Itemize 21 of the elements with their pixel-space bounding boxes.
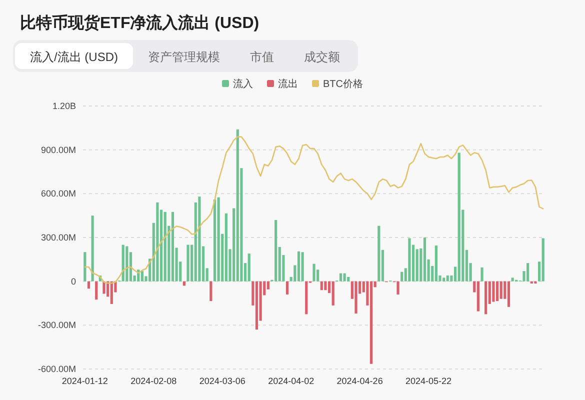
- y-tick-label: 300.00M: [40, 232, 76, 242]
- y-tick-label: 900.00M: [40, 144, 76, 155]
- legend-label: 流出: [278, 79, 298, 90]
- x-tick-label: 2024-04-02: [268, 376, 314, 386]
- tab-label: 资产管理规模: [148, 50, 220, 64]
- y-tick-label: 0: [70, 276, 76, 286]
- legend-label: 流入: [233, 79, 253, 90]
- tab-label: 成交额: [304, 50, 340, 64]
- y-tick-label: 1.20B: [52, 101, 76, 111]
- x-tick-label: 2024-04-26: [336, 376, 383, 386]
- x-tick-label: 2024-05-22: [406, 376, 452, 386]
- x-tick-label: 2024-01-12: [62, 376, 108, 386]
- y-tick-label: 600.00M: [40, 188, 76, 199]
- y-tick-label: -600.00M: [38, 364, 76, 374]
- tab-label: 流入/流出 (USD): [30, 50, 118, 64]
- tab-label: 市值: [250, 50, 274, 64]
- legend-label: BTC价格: [323, 79, 363, 90]
- title: 比特币现货ETF净流入流出 (USD): [20, 15, 260, 32]
- x-tick-label: 2024-02-08: [130, 376, 177, 386]
- x-tick-label: 2024-03-06: [199, 376, 246, 386]
- y-tick-label: -300.00M: [38, 320, 76, 330]
